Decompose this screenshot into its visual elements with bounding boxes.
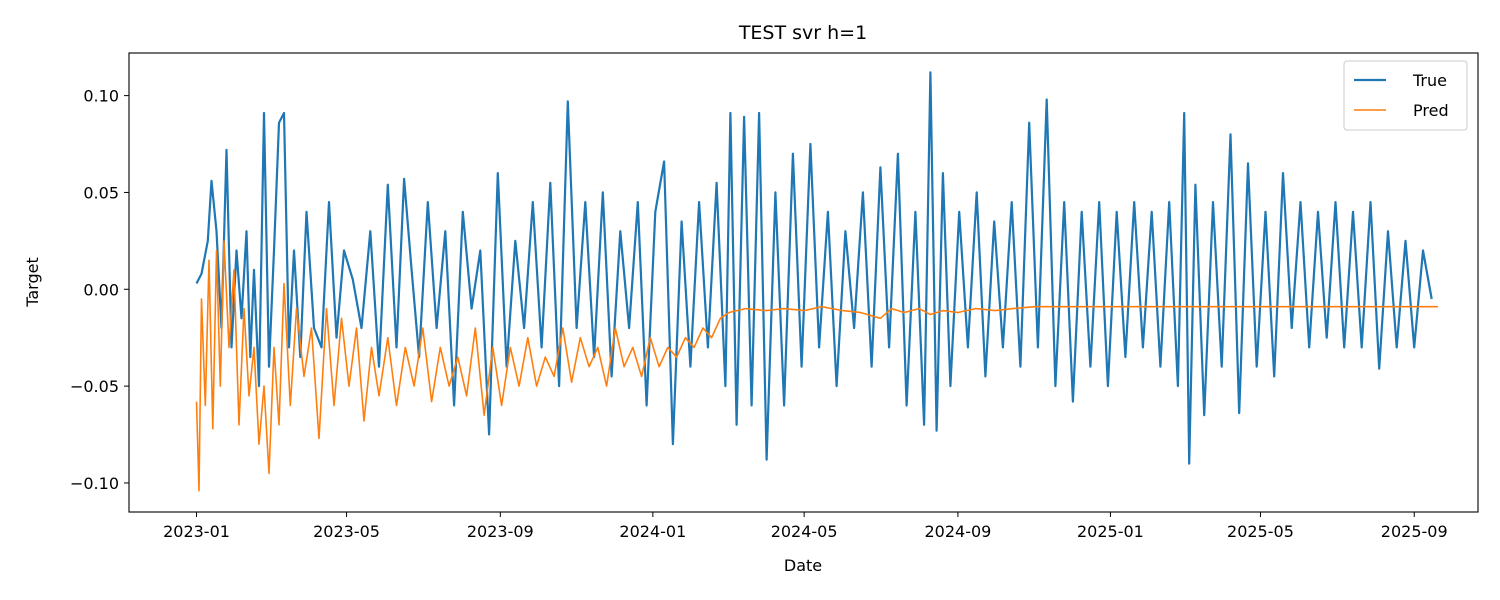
legend-label-pred: Pred bbox=[1413, 101, 1449, 120]
x-tick-label: 2025-01 bbox=[1077, 522, 1144, 541]
series-line-true bbox=[195, 71, 1433, 465]
legend: True Pred bbox=[1343, 60, 1468, 131]
plot-area: 2023-01 2023-05 2023-09 2024-01 2024-05 2024-… bbox=[70, 52, 1479, 541]
x-tick-label: 2025-09 bbox=[1381, 522, 1448, 541]
y-tick-label: −0.05 bbox=[70, 377, 119, 396]
x-tick-label: 2024-01 bbox=[619, 522, 686, 541]
x-tick-label: 2023-05 bbox=[313, 522, 380, 541]
y-tick-label: −0.10 bbox=[70, 474, 119, 493]
x-axis-label: Date bbox=[784, 556, 822, 575]
y-tick-label: 0.10 bbox=[83, 87, 119, 106]
series-line-pred bbox=[195, 240, 1438, 492]
legend-label-true: True bbox=[1412, 71, 1447, 90]
x-tick-label: 2024-05 bbox=[771, 522, 838, 541]
legend-box bbox=[1343, 60, 1468, 131]
x-tick-label: 2025-05 bbox=[1227, 522, 1294, 541]
axes-frame bbox=[128, 52, 1479, 513]
y-axis-label: Target bbox=[23, 257, 42, 308]
y-tick-label: 0.00 bbox=[83, 280, 119, 299]
x-tick-label: 2024-09 bbox=[924, 522, 991, 541]
chart-title: TEST svr h=1 bbox=[738, 22, 867, 44]
x-tick-label: 2023-01 bbox=[163, 522, 230, 541]
x-tick-label: 2023-09 bbox=[467, 522, 534, 541]
y-tick-label: 0.05 bbox=[83, 183, 119, 202]
